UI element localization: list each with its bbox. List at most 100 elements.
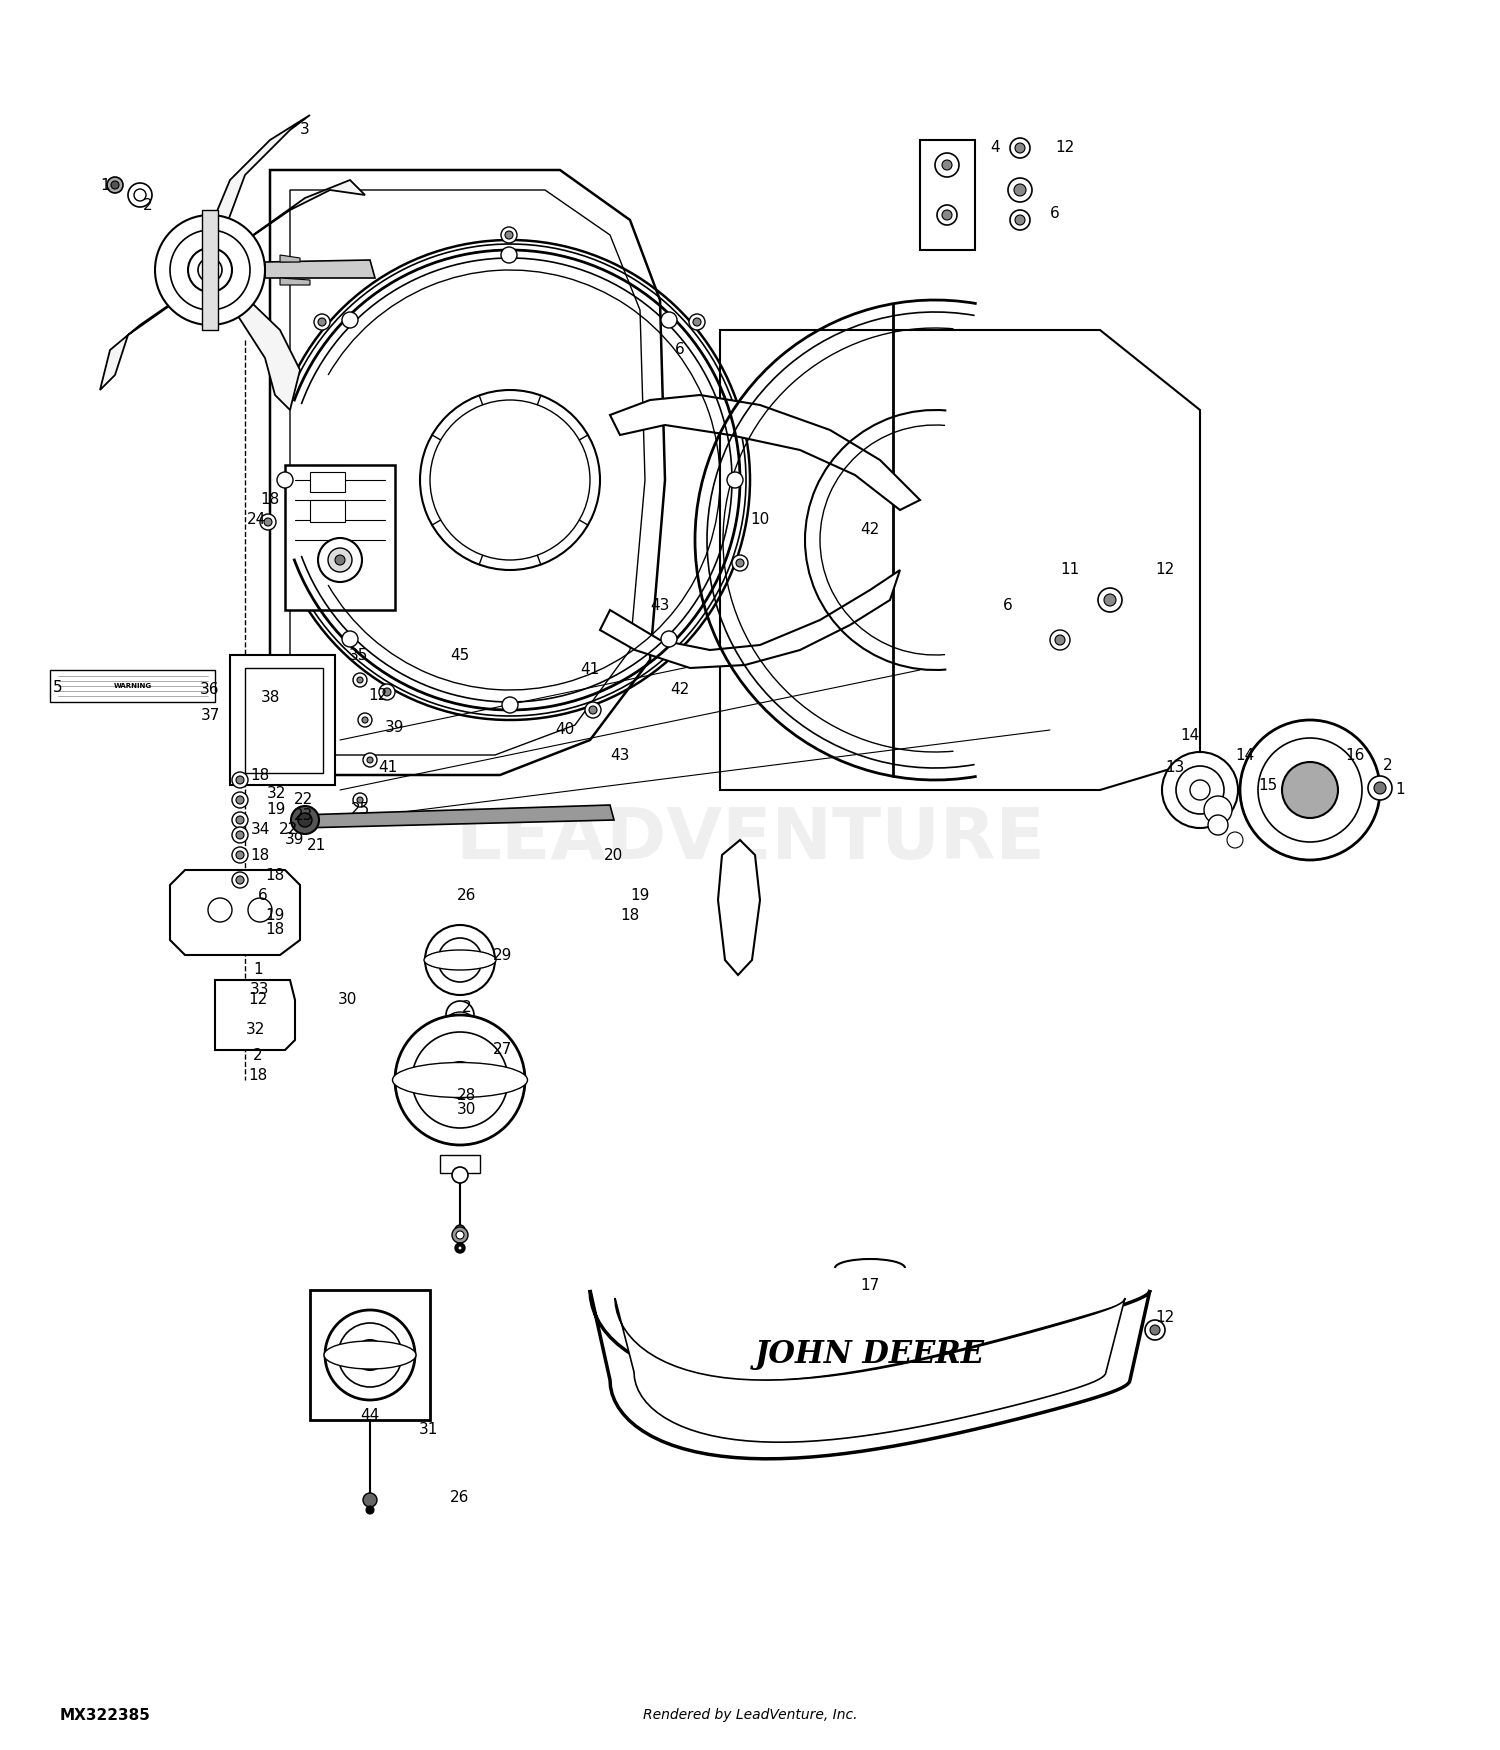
Text: 12: 12 xyxy=(1155,1311,1174,1325)
Text: 12: 12 xyxy=(1056,140,1074,156)
Text: 2: 2 xyxy=(254,1048,262,1062)
Circle shape xyxy=(232,772,248,788)
Text: 22: 22 xyxy=(279,822,297,838)
Circle shape xyxy=(1368,775,1392,800)
Circle shape xyxy=(732,555,748,570)
Polygon shape xyxy=(270,170,664,775)
Text: 5: 5 xyxy=(53,681,63,695)
Circle shape xyxy=(938,205,957,226)
Circle shape xyxy=(1162,752,1238,828)
Text: 14: 14 xyxy=(1236,747,1254,763)
Circle shape xyxy=(342,632,358,648)
Circle shape xyxy=(688,313,705,331)
Circle shape xyxy=(232,847,248,863)
Polygon shape xyxy=(720,331,1200,789)
Bar xyxy=(920,140,975,250)
Circle shape xyxy=(260,514,276,530)
Circle shape xyxy=(1054,635,1065,646)
Circle shape xyxy=(942,159,952,170)
Circle shape xyxy=(1050,630,1070,649)
Bar xyxy=(310,500,345,522)
Text: 34: 34 xyxy=(251,822,270,838)
Text: 2: 2 xyxy=(462,1001,472,1015)
Text: 18: 18 xyxy=(251,768,270,782)
Circle shape xyxy=(1010,138,1031,158)
Text: 3: 3 xyxy=(300,123,310,138)
Circle shape xyxy=(442,1011,478,1048)
Circle shape xyxy=(318,318,326,326)
Text: 6: 6 xyxy=(258,887,268,903)
Polygon shape xyxy=(610,396,920,509)
Circle shape xyxy=(298,814,312,828)
Circle shape xyxy=(662,632,676,648)
Circle shape xyxy=(1282,761,1338,817)
Circle shape xyxy=(278,473,292,488)
Polygon shape xyxy=(266,261,375,278)
Polygon shape xyxy=(718,840,760,975)
Circle shape xyxy=(248,898,272,922)
Circle shape xyxy=(1016,144,1025,152)
Text: 44: 44 xyxy=(360,1407,380,1423)
Text: 13: 13 xyxy=(1166,761,1185,775)
Polygon shape xyxy=(170,870,300,956)
Circle shape xyxy=(501,228,518,243)
Circle shape xyxy=(1176,766,1224,814)
Circle shape xyxy=(154,215,266,326)
Circle shape xyxy=(264,518,272,527)
Text: 19: 19 xyxy=(630,887,650,903)
Circle shape xyxy=(170,229,250,310)
Text: 12: 12 xyxy=(369,688,387,702)
Ellipse shape xyxy=(324,1340,416,1368)
Circle shape xyxy=(1016,215,1025,226)
Text: 12: 12 xyxy=(249,992,267,1008)
Bar xyxy=(244,668,322,774)
Text: WARNING: WARNING xyxy=(114,682,152,690)
Circle shape xyxy=(352,793,368,807)
Circle shape xyxy=(236,775,244,784)
Text: 45: 45 xyxy=(450,648,470,663)
Circle shape xyxy=(458,1246,462,1250)
Bar xyxy=(440,1155,480,1172)
Bar xyxy=(285,466,394,611)
Circle shape xyxy=(394,1015,525,1144)
Circle shape xyxy=(232,872,248,887)
Circle shape xyxy=(1150,1325,1160,1335)
Text: 30: 30 xyxy=(338,992,357,1008)
Circle shape xyxy=(380,684,394,700)
Text: 25: 25 xyxy=(351,803,369,817)
Polygon shape xyxy=(100,285,198,390)
Circle shape xyxy=(590,705,597,714)
Circle shape xyxy=(366,1507,374,1514)
Circle shape xyxy=(442,1062,478,1097)
Polygon shape xyxy=(280,278,310,285)
Text: 14: 14 xyxy=(1180,728,1200,742)
Circle shape xyxy=(291,807,320,835)
Circle shape xyxy=(1104,593,1116,605)
Circle shape xyxy=(318,537,362,583)
Text: 39: 39 xyxy=(386,721,405,735)
Circle shape xyxy=(236,831,244,838)
Circle shape xyxy=(1008,178,1032,201)
Circle shape xyxy=(1208,816,1228,835)
Text: 43: 43 xyxy=(651,597,669,612)
Text: JOHN DEERE: JOHN DEERE xyxy=(754,1339,986,1370)
Circle shape xyxy=(454,1242,465,1253)
Circle shape xyxy=(362,718,368,723)
Circle shape xyxy=(1227,831,1244,849)
Circle shape xyxy=(356,1340,386,1370)
Circle shape xyxy=(585,702,602,717)
Polygon shape xyxy=(217,280,300,410)
Polygon shape xyxy=(214,980,296,1050)
Text: 26: 26 xyxy=(450,1491,470,1505)
Circle shape xyxy=(363,752,376,766)
Text: 1: 1 xyxy=(1395,782,1406,798)
Circle shape xyxy=(232,793,248,808)
Circle shape xyxy=(134,189,146,201)
Text: 27: 27 xyxy=(494,1043,513,1057)
Text: 22: 22 xyxy=(294,793,312,807)
Polygon shape xyxy=(600,570,900,668)
Text: 39: 39 xyxy=(285,833,304,847)
Text: 30: 30 xyxy=(458,1102,477,1118)
Text: 1: 1 xyxy=(254,963,262,978)
Circle shape xyxy=(232,828,248,844)
